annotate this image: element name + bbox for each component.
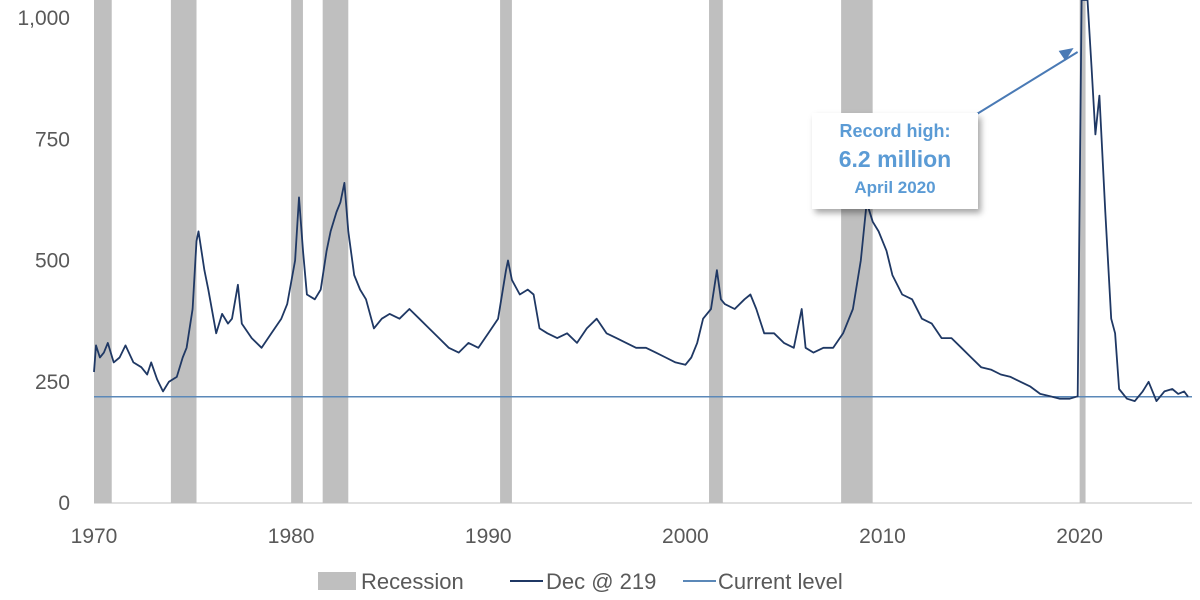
callout-line-1: Record high: [839,121,951,141]
x-tick-2010: 2010 [859,525,906,548]
x-tick-labels: 1970 1980 1990 2000 2010 2020 [71,525,1103,548]
x-tick-1980: 1980 [268,525,315,548]
claims-line-group [93,0,1189,402]
y-tick-0: 0 [58,492,70,515]
y-tick-1000: 1,000 [17,7,70,30]
callout-arrow-head [1058,48,1074,61]
callout-line-3: April 2020 [854,178,936,197]
record-high-callout: Record high: 6.2 million April 2020 [812,113,978,209]
legend-label-current: Current level [718,569,843,594]
y-tick-750: 750 [35,128,70,151]
y-tick-500: 500 [35,250,70,273]
legend-label-recession: Recession [361,569,464,594]
x-tick-1990: 1990 [465,525,512,548]
recession-band-4 [500,0,512,503]
claims-line [93,0,1189,402]
legend: Recession Dec @ 219 Current level [318,569,843,594]
x-tick-1970: 1970 [71,525,118,548]
legend-label-claims: Dec @ 219 [546,569,656,594]
y-tick-250: 250 [35,371,70,394]
x-tick-2000: 2000 [662,525,709,548]
callout-arrow-line [971,51,1079,118]
y-tick-labels: 0 250 500 750 1,000 [17,7,70,515]
recession-bands [94,0,1086,503]
x-tick-2020: 2020 [1056,525,1103,548]
callout-arrow-group [971,48,1079,118]
recession-band-1 [170,0,197,503]
legend-swatch-recession [318,572,356,590]
recession-band-6 [841,0,873,503]
recession-band-5 [709,0,723,503]
callout-line-2: 6.2 million [838,146,952,172]
recession-band-7 [1079,0,1086,503]
recession-band-0 [94,0,112,503]
recession-band-2 [291,0,303,503]
